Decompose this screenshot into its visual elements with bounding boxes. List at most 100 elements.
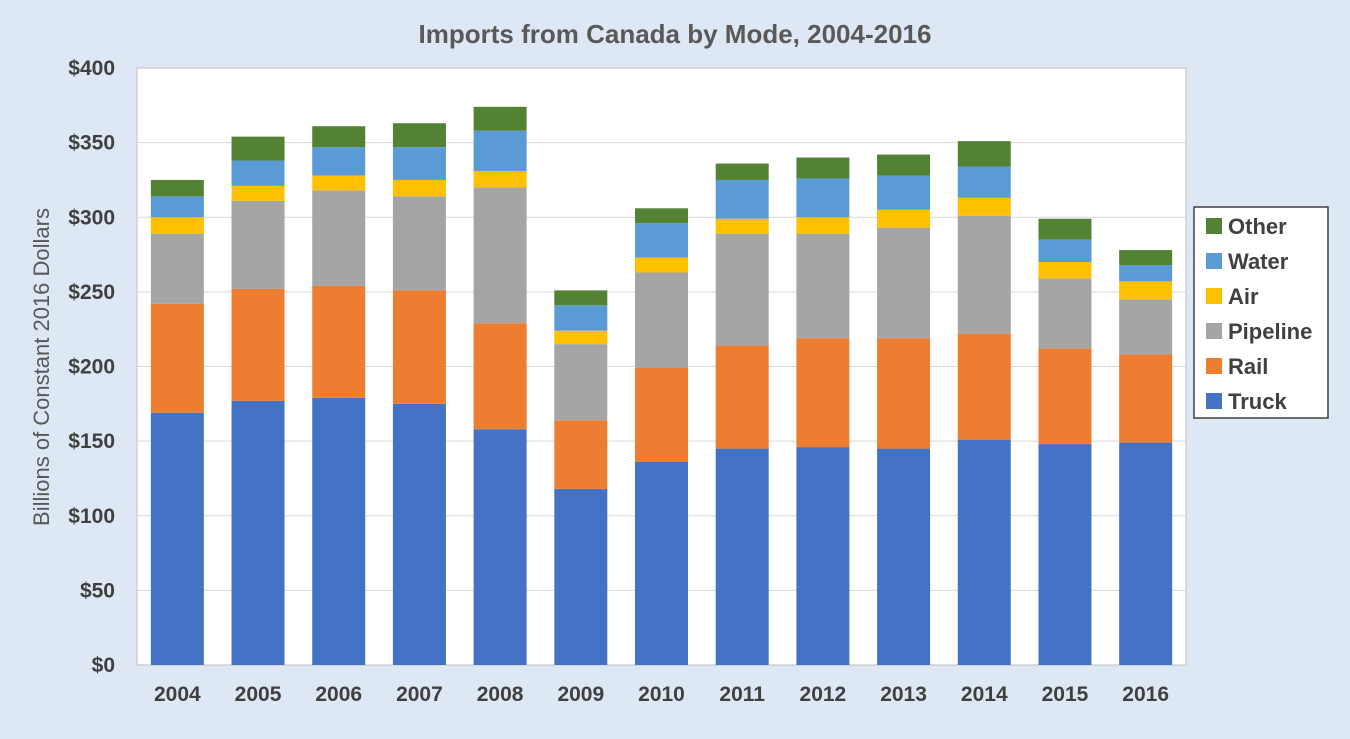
bar-truck-2016 xyxy=(1119,442,1173,665)
bar-water-2016 xyxy=(1119,265,1173,282)
bar-water-2012 xyxy=(796,178,850,218)
legend-label-other: Other xyxy=(1228,214,1287,239)
x-tick-label: 2013 xyxy=(880,683,927,706)
bar-air-2012 xyxy=(796,217,850,234)
x-tick-labels: 2004 2005 2006 2007 2008 2009 2010 2011 2012 2013… xyxy=(154,683,1169,706)
bar-other-2004 xyxy=(150,179,204,197)
bar-rail-2010 xyxy=(635,367,688,463)
bar-other-2008 xyxy=(473,106,527,131)
bar-pipeline-2005 xyxy=(231,200,285,289)
bar-pipeline-2015 xyxy=(1038,278,1092,349)
bar-water-2015 xyxy=(1038,239,1092,263)
bar-pipeline-2011 xyxy=(715,233,769,346)
bar-water-2005 xyxy=(231,160,285,186)
y-axis-label: Billions of Constant 2016 Dollars xyxy=(29,208,54,526)
bar-water-2004 xyxy=(150,196,204,218)
bar-pipeline-2004 xyxy=(150,233,204,304)
x-tick-label: 2009 xyxy=(557,683,604,706)
legend-swatch-pipeline xyxy=(1206,323,1222,339)
x-tick-label: 2010 xyxy=(638,683,685,706)
legend: Other Water Air Pipeline Rail Truck xyxy=(1193,206,1329,419)
bar-other-2014 xyxy=(957,141,1011,167)
x-tick-label: 2005 xyxy=(235,683,282,706)
x-tick-label: 2016 xyxy=(1122,683,1169,706)
bar-pipeline-2012 xyxy=(796,233,850,339)
bar-water-2010 xyxy=(635,223,688,258)
bar-rail-2009 xyxy=(554,420,608,489)
y-tick-label: $50 xyxy=(80,579,115,602)
bar-truck-2004 xyxy=(150,412,204,665)
bar-air-2016 xyxy=(1119,281,1173,300)
legend-swatch-truck xyxy=(1206,393,1222,409)
bar-air-2009 xyxy=(554,330,608,345)
bar-pipeline-2010 xyxy=(635,272,688,368)
legend-label-air: Air xyxy=(1228,284,1259,309)
legend-swatch-water xyxy=(1206,253,1222,269)
bar-rail-2014 xyxy=(957,333,1011,440)
bars xyxy=(150,106,1173,665)
bar-truck-2005 xyxy=(231,400,285,665)
x-tick-label: 2012 xyxy=(800,683,847,706)
y-tick-label: $300 xyxy=(68,206,115,229)
bar-rail-2005 xyxy=(231,288,285,401)
x-tick-label: 2006 xyxy=(315,683,362,706)
bar-air-2013 xyxy=(877,209,931,228)
bar-truck-2010 xyxy=(635,462,688,665)
y-tick-label: $400 xyxy=(68,57,115,80)
bar-rail-2012 xyxy=(796,338,850,448)
bar-truck-2007 xyxy=(392,403,446,665)
bar-truck-2011 xyxy=(715,448,769,665)
bar-pipeline-2016 xyxy=(1119,299,1173,355)
legend-swatch-air xyxy=(1206,288,1222,304)
bar-water-2013 xyxy=(877,175,931,210)
bar-other-2005 xyxy=(231,136,285,161)
bar-rail-2011 xyxy=(715,345,769,449)
bar-pipeline-2007 xyxy=(392,196,446,291)
bar-other-2015 xyxy=(1038,218,1092,240)
bar-water-2008 xyxy=(473,130,527,171)
bar-air-2014 xyxy=(957,197,1011,216)
bar-other-2011 xyxy=(715,163,769,180)
y-tick-label: $150 xyxy=(68,430,115,453)
bar-water-2006 xyxy=(312,147,366,176)
bar-pipeline-2014 xyxy=(957,215,1011,334)
legend-items: Other Water Air Pipeline Rail Truck xyxy=(1206,214,1312,414)
bar-air-2007 xyxy=(392,179,446,197)
bar-air-2005 xyxy=(231,185,285,201)
bar-rail-2007 xyxy=(392,290,446,404)
y-tick-label: $350 xyxy=(68,132,115,155)
x-tick-label: 2008 xyxy=(477,683,524,706)
y-tick-label: $100 xyxy=(68,505,115,528)
bar-other-2006 xyxy=(312,126,366,148)
bar-rail-2006 xyxy=(312,285,366,398)
bar-other-2010 xyxy=(635,208,688,224)
y-tick-label: $250 xyxy=(68,281,115,304)
bar-air-2010 xyxy=(635,257,688,273)
x-tick-label: 2014 xyxy=(961,683,1008,706)
bar-air-2011 xyxy=(715,218,769,234)
bar-air-2004 xyxy=(150,217,204,234)
bar-rail-2008 xyxy=(473,323,527,430)
legend-label-rail: Rail xyxy=(1228,354,1268,379)
x-tick-label: 2015 xyxy=(1042,683,1089,706)
x-tick-label: 2007 xyxy=(396,683,443,706)
bar-pipeline-2006 xyxy=(312,190,366,286)
bar-air-2008 xyxy=(473,170,527,188)
bar-rail-2004 xyxy=(150,303,204,413)
bar-other-2016 xyxy=(1119,250,1173,266)
bar-pipeline-2008 xyxy=(473,187,527,324)
bar-truck-2009 xyxy=(554,488,608,665)
bar-truck-2006 xyxy=(312,397,366,665)
legend-swatch-other xyxy=(1206,218,1222,234)
bar-other-2009 xyxy=(554,290,608,306)
bar-rail-2016 xyxy=(1119,354,1173,443)
legend-label-water: Water xyxy=(1228,249,1289,274)
x-tick-label: 2004 xyxy=(154,683,201,706)
legend-label-pipeline: Pipeline xyxy=(1228,319,1312,344)
bar-pipeline-2013 xyxy=(877,227,931,339)
bar-truck-2013 xyxy=(877,448,931,665)
bar-other-2013 xyxy=(877,154,931,176)
bar-water-2009 xyxy=(554,305,608,331)
